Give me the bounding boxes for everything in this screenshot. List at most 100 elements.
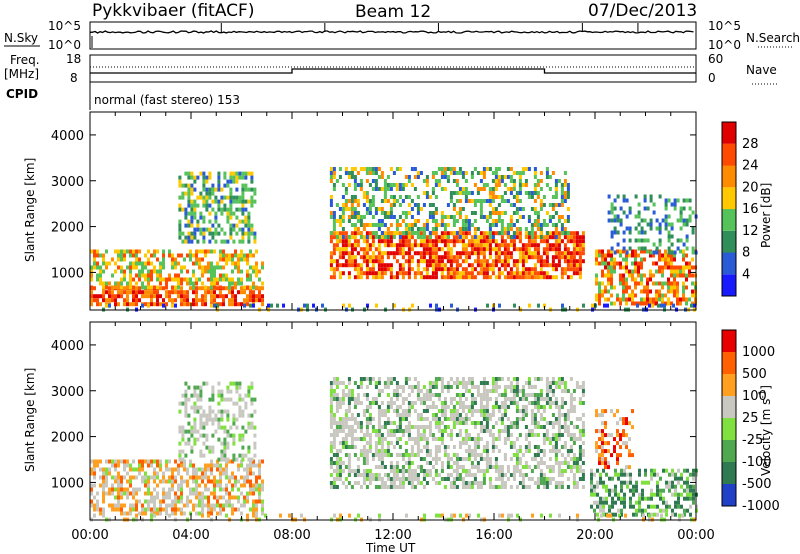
heatmap-cell	[512, 183, 516, 187]
heatmap-cell	[226, 389, 230, 394]
heatmap-cell	[198, 298, 201, 303]
heatmap-cell	[249, 253, 252, 258]
heatmap-cell	[479, 251, 483, 256]
heatmap-cell	[359, 267, 363, 272]
heatmap-cell	[362, 393, 366, 397]
heatmap-cell	[610, 210, 614, 215]
heatmap-cell	[216, 467, 219, 472]
heatmap-cell	[467, 219, 471, 223]
heatmap-cell	[377, 413, 381, 417]
heatmap-cell	[416, 207, 420, 211]
heatmap-cell	[524, 437, 528, 441]
heatmap-cell	[205, 417, 209, 422]
heatmap-cell	[470, 405, 474, 409]
heatmap-cell	[452, 223, 456, 227]
heatmap-cell	[241, 191, 245, 196]
heatmap-cell	[416, 235, 420, 239]
heatmap-cell	[434, 243, 438, 248]
heatmap-cell	[655, 281, 658, 286]
heatmap-cell	[560, 183, 564, 187]
heatmap-cell	[407, 259, 411, 264]
colorbar-tick-label: 24	[742, 159, 759, 174]
heatmap-cell	[479, 429, 483, 433]
heatmap-cell	[332, 175, 336, 179]
heatmap-cell	[183, 302, 186, 307]
heatmap-cell	[338, 271, 342, 276]
heatmap-cell	[126, 281, 129, 286]
heatmap-cell	[153, 290, 156, 295]
heatmap-cell	[530, 385, 534, 389]
heatmap-cell	[246, 257, 249, 262]
heatmap-cell	[497, 275, 501, 280]
heatmap-cell	[210, 269, 213, 274]
heatmap-cell	[111, 290, 114, 295]
heatmap-cell	[509, 421, 513, 425]
heatmap-cell	[497, 203, 501, 207]
heatmap-cell	[425, 259, 429, 264]
heatmap-cell	[554, 243, 558, 248]
heatmap-cell	[515, 275, 519, 280]
heatmap-cell	[658, 242, 662, 247]
heatmap-cell	[374, 223, 378, 227]
heatmap-cell	[461, 465, 465, 469]
heatmap-cell	[524, 449, 528, 453]
heatmap-cell	[99, 467, 102, 472]
heatmap-cell	[434, 393, 438, 397]
heatmap-cell	[196, 393, 200, 398]
heatmap-cell	[380, 259, 384, 264]
heatmap-cell	[491, 191, 495, 195]
heatmap-cell	[232, 413, 236, 418]
heatmap-cell	[395, 393, 399, 397]
heatmap-cell	[410, 469, 414, 473]
heatmap-cell	[244, 215, 248, 220]
heatmap-cell	[509, 187, 513, 191]
heatmap-cell	[335, 393, 339, 397]
heatmap-cell	[569, 259, 573, 264]
heatmap-cell	[515, 207, 519, 211]
heatmap-cell	[144, 471, 147, 476]
heatmap-cell	[217, 425, 221, 430]
heatmap-cell	[613, 269, 616, 274]
heatmap-cell	[332, 247, 336, 252]
heatmap-cell	[596, 484, 599, 489]
nave-tick-high: 60	[708, 52, 723, 66]
heatmap-cell	[138, 273, 141, 278]
heatmap-cell	[425, 389, 429, 393]
heatmap-cell	[664, 261, 667, 266]
heatmap-cell	[637, 222, 641, 227]
heatmap-cell	[688, 265, 691, 270]
heatmap-cell	[202, 199, 206, 204]
heatmap-cell	[241, 235, 245, 240]
heatmap-cell	[542, 441, 546, 445]
heatmap-cell	[581, 243, 585, 248]
heatmap-cell	[252, 471, 255, 476]
heatmap-cell	[190, 207, 194, 212]
heatmap-cell	[422, 247, 426, 252]
heatmap-cell	[464, 437, 468, 441]
heatmap-cell	[667, 289, 670, 294]
heatmap-cell	[464, 259, 468, 264]
heatmap-cell	[335, 473, 339, 477]
heatmap-cell	[238, 393, 242, 398]
heatmap-cell	[123, 257, 126, 262]
heatmap-cell	[419, 469, 423, 473]
heatmap-cell	[329, 433, 333, 437]
heatmap-cell	[491, 195, 495, 199]
heatmap-cell	[449, 199, 453, 203]
heatmap-cell	[614, 512, 617, 517]
heatmap-cell	[691, 301, 694, 306]
heatmap-cell	[184, 171, 188, 176]
heatmap-cell	[533, 271, 537, 276]
heatmap-cell	[455, 485, 459, 489]
heatmap-cell	[126, 294, 129, 299]
heatmap-cell	[521, 183, 525, 187]
heatmap-cell	[335, 421, 339, 425]
heatmap-cell	[210, 507, 213, 512]
heatmap-cell	[359, 275, 363, 280]
heatmap-cell	[685, 222, 689, 227]
heatmap-cell	[344, 485, 348, 489]
heatmap-cell	[416, 477, 420, 481]
heatmap-cell	[210, 277, 213, 282]
heatmap-cell	[575, 267, 579, 272]
heatmap-cell	[575, 239, 579, 244]
